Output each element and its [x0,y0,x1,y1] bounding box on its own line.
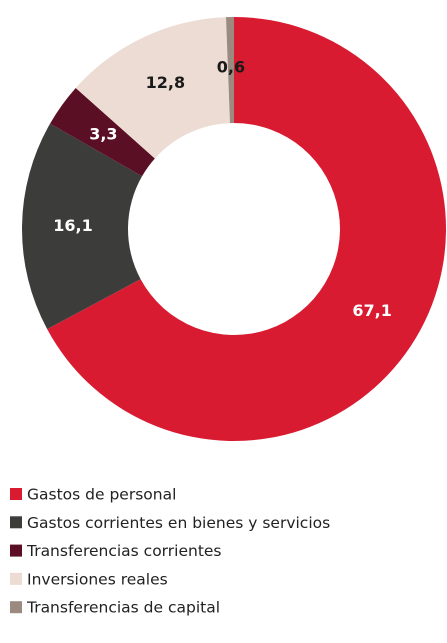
donut-slice [47,17,446,441]
legend-label: Transferencias corrientes [26,542,222,560]
donut-slice [226,17,234,124]
legend-label: Transferencias de capital [26,599,220,617]
legend-swatch [10,601,22,614]
legend-swatch [10,572,22,585]
donut-slice [22,123,143,330]
legend-label: Inversiones reales [27,570,168,588]
legend-swatch [10,516,22,529]
value-label: 0,6 [217,58,245,77]
legend-label: Gastos corrientes en bienes y servicios [27,514,330,532]
value-label: 12,8 [146,73,185,92]
donut-slice [50,87,155,177]
donut-slice [75,17,231,159]
legend-swatch [10,488,22,500]
value-label: 16,1 [53,216,92,235]
legend-swatch [10,544,22,557]
value-label: 67,1 [352,301,391,320]
value-label: 3,3 [89,124,117,143]
legend-label: Gastos de personal [27,486,176,504]
